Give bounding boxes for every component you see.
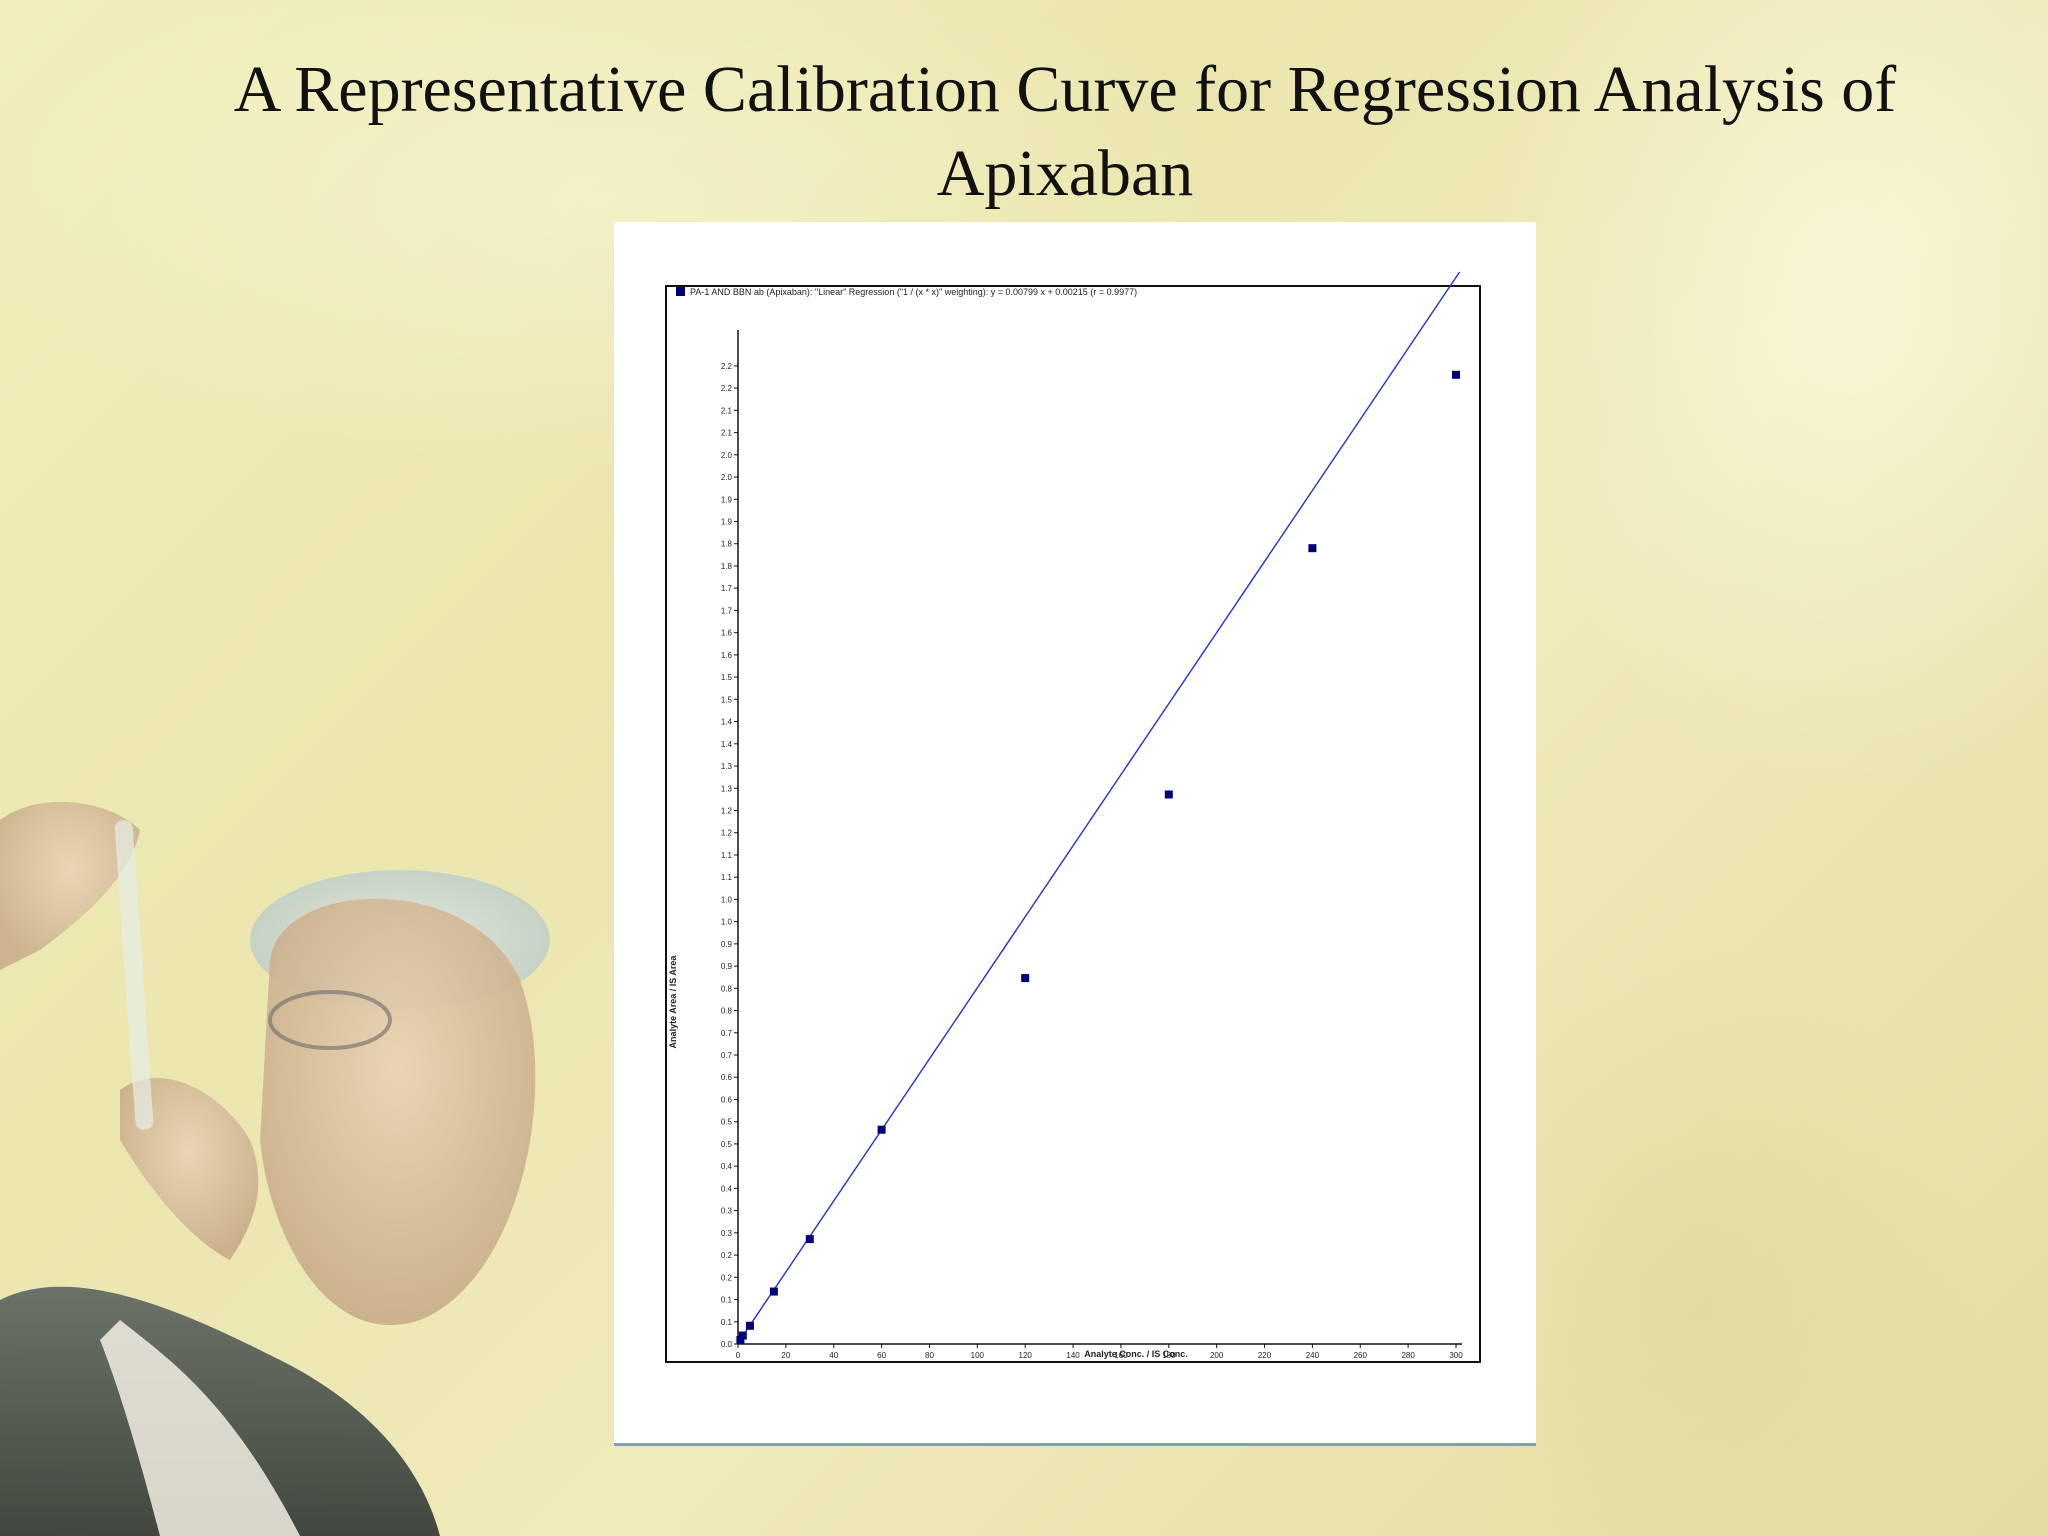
- y-tick-label: 0.2: [721, 1273, 733, 1282]
- y-tick-label: 1.8: [721, 540, 733, 549]
- regression-line-layer: [737, 271, 1461, 1344]
- calibration-chart: PA-1 AND BBN ab (Apixaban): "Linear" Reg…: [665, 271, 1481, 1363]
- y-tick-label: 1.6: [721, 629, 733, 638]
- x-tick-label: 100: [971, 1351, 985, 1360]
- y-tick-label: 1.3: [721, 784, 733, 793]
- data-point: [736, 1335, 745, 1344]
- data-point: [738, 1331, 747, 1340]
- data-point: [769, 1287, 778, 1296]
- x-tick-label: 160: [1114, 1351, 1128, 1360]
- y-tick-label: 1.2: [721, 829, 733, 838]
- chart-legend: PA-1 AND BBN ab (Apixaban): "Linear" Reg…: [690, 287, 1137, 297]
- y-tick-label: 0.0: [721, 1340, 733, 1349]
- legend-marker: [676, 287, 685, 296]
- data-point: [745, 1321, 754, 1330]
- y-tick-label: 0.3: [721, 1207, 733, 1216]
- data-point: [805, 1235, 814, 1244]
- x-tick-label: 200: [1210, 1351, 1224, 1360]
- data-point: [1164, 790, 1173, 799]
- y-tick-label: 1.1: [721, 851, 733, 860]
- y-tick-label: 1.0: [721, 895, 733, 904]
- y-tick-label: 0.4: [721, 1162, 733, 1171]
- y-tick-label: 1.5: [721, 695, 733, 704]
- x-tick-label: 180: [1162, 1351, 1176, 1360]
- regression-line: [737, 271, 1461, 1344]
- y-tick-label: 2.1: [721, 429, 733, 438]
- y-tick-label: 1.0: [721, 918, 733, 927]
- chart-panel-rule: [614, 1443, 1536, 1446]
- x-tick-label: 40: [829, 1351, 838, 1360]
- x-tick-label: 60: [877, 1351, 886, 1360]
- lab-worker-photo: [0, 801, 550, 1536]
- data-point: [877, 1125, 886, 1134]
- y-tick-label: 1.4: [721, 718, 733, 727]
- x-tick-label: 80: [925, 1351, 934, 1360]
- y-tick-label: 0.6: [721, 1095, 733, 1104]
- y-tick-label: 0.1: [721, 1296, 733, 1305]
- y-tick-label: 0.4: [721, 1184, 733, 1193]
- y-tick-label: 2.1: [721, 406, 733, 415]
- x-tick-label: 220: [1258, 1351, 1272, 1360]
- y-tick-label: 0.9: [721, 940, 733, 949]
- y-tick-label: 1.6: [721, 651, 733, 660]
- y-tick-label: 0.5: [721, 1140, 733, 1149]
- y-tick-label: 1.3: [721, 762, 733, 771]
- y-tick-label: 1.4: [721, 740, 733, 749]
- data-points-layer: [736, 370, 1460, 1344]
- y-tick-label: 0.5: [721, 1118, 733, 1127]
- y-tick-label: 0.3: [721, 1229, 733, 1238]
- y-tick-label: 1.7: [721, 606, 733, 615]
- y-tick-label: 0.2: [721, 1251, 733, 1260]
- y-tick-label: 1.2: [721, 806, 733, 815]
- data-point: [1452, 370, 1460, 379]
- y-axis-ticks: 0.0 0.1 0.1 0.2 0.2 0.3 0.3 0.4 0.4 0.5 0.5 0.6 0.6 0…: [721, 362, 738, 1349]
- y-axis-title: Analyte Area / IS Area: [668, 955, 678, 1049]
- y-tick-label: 0.9: [721, 962, 733, 971]
- chart-frame: [665, 285, 1481, 1363]
- chart-panel: PA-1 AND BBN ab (Apixaban): "Linear" Reg…: [614, 222, 1536, 1446]
- x-tick-label: 140: [1066, 1351, 1080, 1360]
- y-tick-label: 1.9: [721, 518, 733, 527]
- data-point: [1308, 544, 1317, 553]
- y-tick-label: 0.1: [721, 1318, 733, 1327]
- y-tick-label: 2.0: [721, 473, 733, 482]
- x-axis-title: Analyte Conc. / IS Conc.: [1084, 1349, 1188, 1359]
- y-tick-label: 1.8: [721, 562, 733, 571]
- x-tick-label: 280: [1401, 1351, 1415, 1360]
- x-tick-label: 0: [736, 1351, 741, 1360]
- x-tick-label: 300: [1449, 1351, 1463, 1360]
- y-tick-label: 2.0: [721, 451, 733, 460]
- y-tick-label: 2.2: [721, 384, 733, 393]
- y-tick-label: 2.2: [721, 362, 733, 371]
- y-tick-label: 0.7: [721, 1029, 733, 1038]
- x-tick-label: 240: [1306, 1351, 1320, 1360]
- data-point: [1021, 974, 1030, 983]
- y-tick-label: 0.8: [721, 984, 733, 993]
- y-tick-label: 0.6: [721, 1073, 733, 1082]
- x-axis-ticks: 0 20 40 60 80 100 120 140 160 180 200 220 240 260 280 3…: [736, 1344, 1463, 1360]
- x-tick-label: 120: [1019, 1351, 1033, 1360]
- y-tick-label: 1.1: [721, 873, 733, 882]
- slide-title: A Representative Calibration Curve for R…: [233, 53, 1897, 210]
- y-tick-label: 1.9: [721, 495, 733, 504]
- x-tick-label: 20: [781, 1351, 790, 1360]
- y-tick-label: 1.5: [721, 673, 733, 682]
- y-tick-label: 0.8: [721, 1007, 733, 1016]
- y-tick-label: 1.7: [721, 584, 733, 593]
- x-tick-label: 260: [1354, 1351, 1368, 1360]
- y-tick-label: 0.7: [721, 1051, 733, 1060]
